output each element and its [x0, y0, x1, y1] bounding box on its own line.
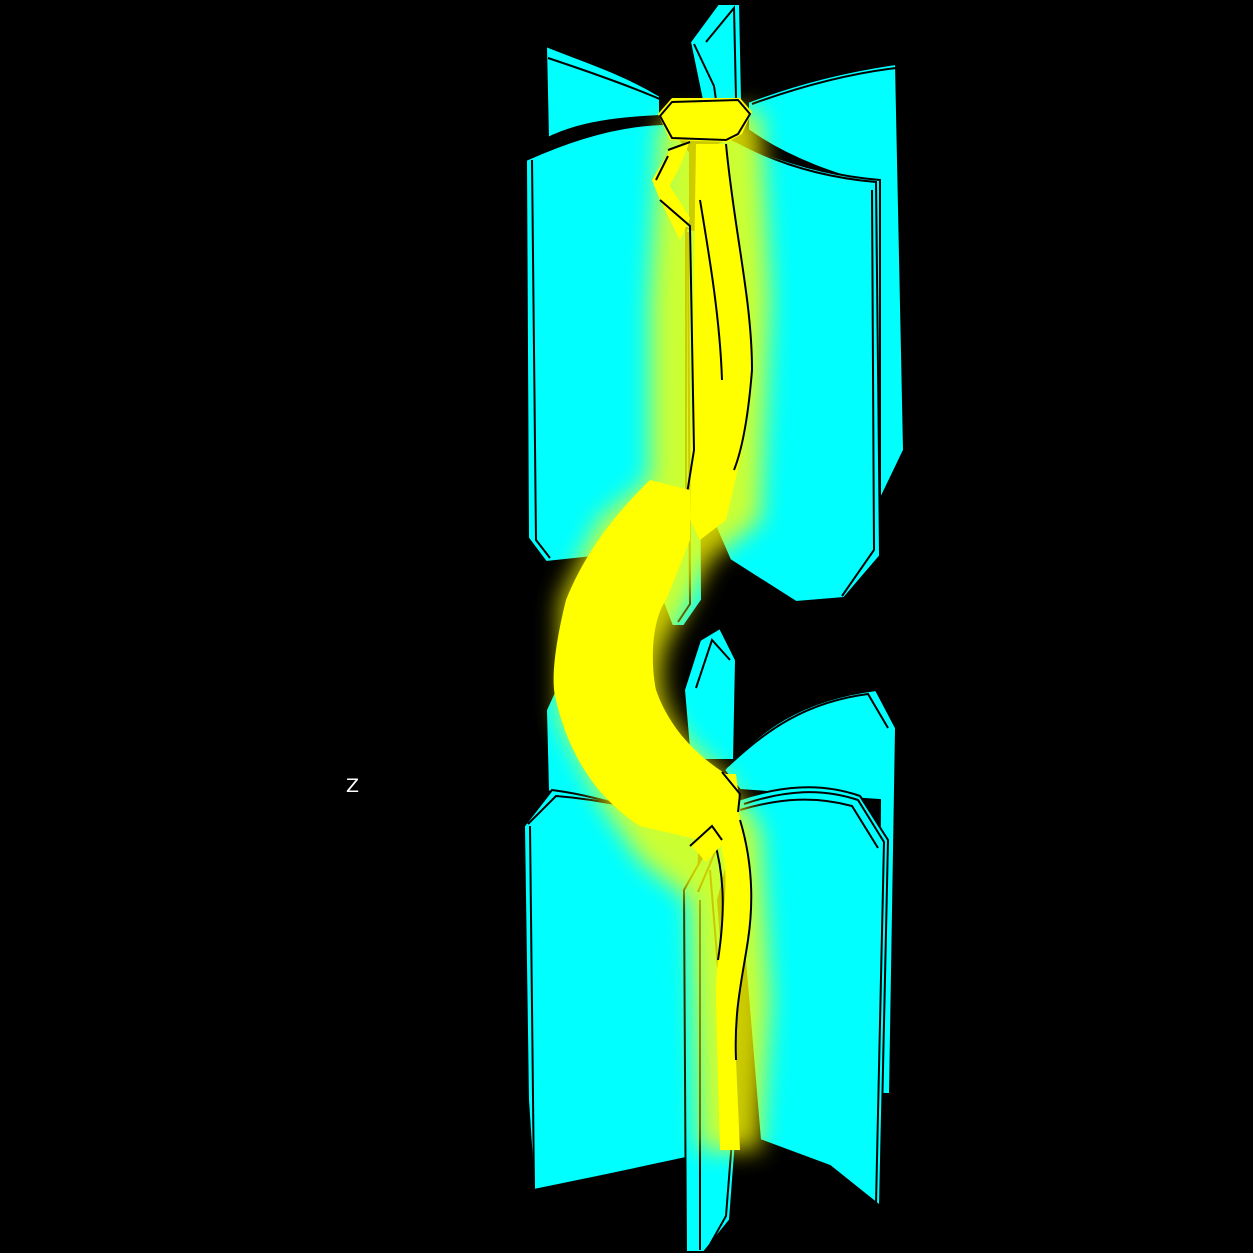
lower-front-right-vane: [736, 786, 890, 1209]
upper-back-left-vane: [544, 44, 661, 140]
upper-top-fin: [688, 3, 744, 101]
lower-hub: [694, 774, 740, 828]
lower-inner-helix: [690, 824, 724, 862]
core-connector: [553, 480, 740, 840]
upper-core-strand: [690, 144, 752, 540]
helical-core: [553, 98, 770, 1150]
lower-core-strand: [716, 820, 752, 1150]
z-axis-label: Z: [346, 775, 360, 797]
upper-hub: [658, 98, 752, 142]
upper-inner-helix: [652, 140, 690, 240]
lower-back-right-vane: [722, 688, 898, 1095]
